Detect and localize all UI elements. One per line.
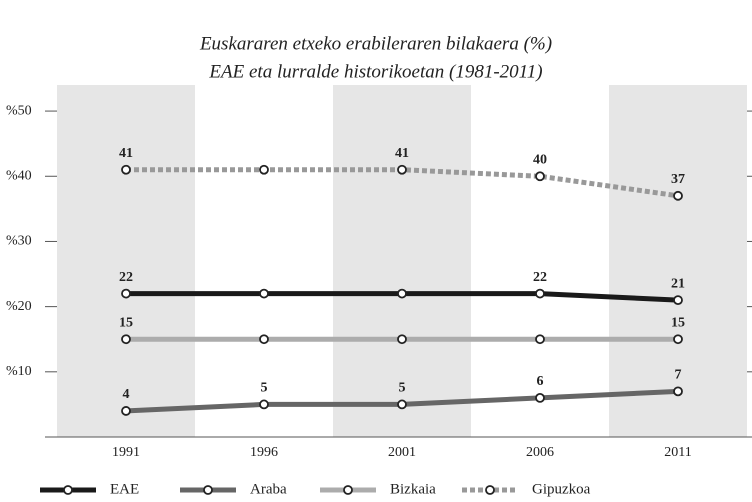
point-marker xyxy=(397,399,407,410)
legend-label: Bizkaia xyxy=(390,481,436,497)
legend-marker xyxy=(343,485,353,495)
point-marker xyxy=(535,288,545,299)
data-label: 41 xyxy=(395,146,409,161)
data-label: 15 xyxy=(671,315,685,330)
data-label: 6 xyxy=(537,374,544,389)
point-marker xyxy=(673,334,683,345)
data-label: 5 xyxy=(261,381,268,396)
point-marker xyxy=(259,164,269,175)
y-tick-label: %20 xyxy=(6,299,32,314)
shade-band xyxy=(57,85,195,437)
y-tick-label: %10 xyxy=(6,364,32,379)
point-marker xyxy=(259,334,269,345)
data-label: 15 xyxy=(119,315,133,330)
data-label: 22 xyxy=(533,270,547,285)
x-tick-label: 2006 xyxy=(526,445,554,460)
point-marker xyxy=(673,295,683,306)
x-tick-label: 1991 xyxy=(112,445,140,460)
point-marker xyxy=(259,288,269,299)
shade-band xyxy=(609,85,747,437)
x-tick-label: 1996 xyxy=(250,445,278,460)
legend-label: Araba xyxy=(250,481,287,497)
y-tick-label: %50 xyxy=(6,103,32,118)
point-marker xyxy=(259,399,269,410)
data-label: 41 xyxy=(119,146,133,161)
point-marker xyxy=(121,406,131,416)
shade-band xyxy=(333,85,471,437)
data-label: 4 xyxy=(123,387,130,402)
point-marker xyxy=(397,164,407,175)
data-label: 5 xyxy=(399,381,406,396)
y-tick-label: %40 xyxy=(6,168,32,183)
data-label: 21 xyxy=(671,276,685,291)
legend-marker xyxy=(485,485,495,495)
data-label: 22 xyxy=(119,270,133,285)
point-marker xyxy=(121,288,131,299)
legend-label: Gipuzkoa xyxy=(532,481,591,497)
legend-marker xyxy=(203,485,213,495)
x-tick-label: 2001 xyxy=(388,445,416,460)
point-marker xyxy=(673,386,683,397)
point-marker xyxy=(121,334,131,345)
point-marker xyxy=(535,171,545,182)
point-marker xyxy=(535,334,545,345)
point-marker xyxy=(535,392,545,403)
data-label: 7 xyxy=(675,368,682,383)
data-label: 37 xyxy=(671,172,685,187)
x-tick-label: 2011 xyxy=(664,445,691,460)
point-marker xyxy=(397,334,407,345)
legend-label: EAE xyxy=(110,481,139,497)
chart-subtitle: EAE eta lurralde historikoetan (1981-201… xyxy=(208,61,542,82)
point-marker xyxy=(397,288,407,299)
chart-title: Euskararen etxeko erabileraren bilakaera… xyxy=(199,33,552,54)
point-marker xyxy=(121,164,131,175)
y-tick-label: %30 xyxy=(6,234,32,249)
legend-marker xyxy=(63,485,73,495)
point-marker xyxy=(673,190,683,201)
data-label: 40 xyxy=(533,152,547,167)
